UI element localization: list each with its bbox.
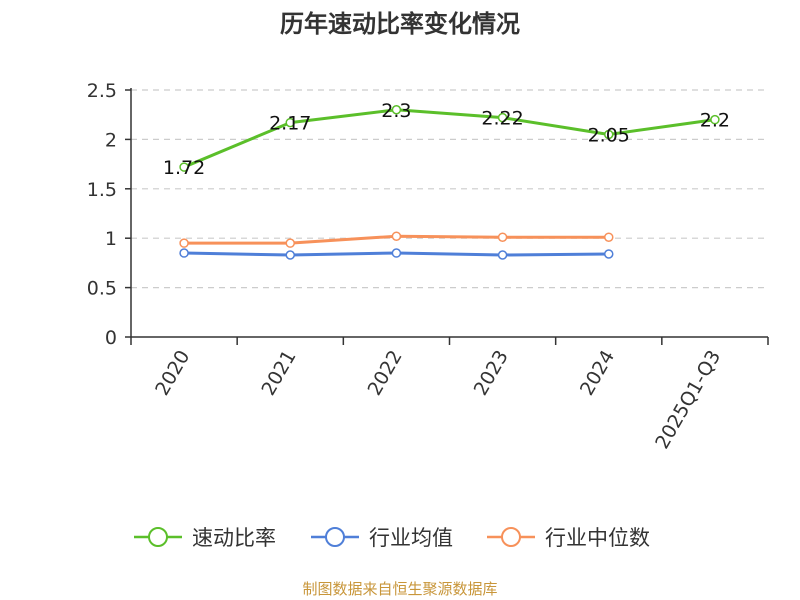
data-point <box>179 162 189 172</box>
data-point <box>391 105 402 115</box>
data-point <box>497 232 508 242</box>
chart-title: 历年速动比率变化情况 <box>280 10 520 38</box>
y-tick-label: 2 <box>105 129 117 151</box>
data-point <box>179 238 189 248</box>
legend[interactable]: 速动比率 行业均值 行业中位数 <box>134 526 650 550</box>
legend-swatch-marker <box>501 527 521 547</box>
legend-item[interactable]: 行业中位数 <box>487 526 650 550</box>
axes: 0 0.5 1 1.5 2 2.5 2020 2021 2022 2023 2024 2025Q1-Q… <box>87 80 769 453</box>
legend-swatch-marker <box>148 527 168 547</box>
data-point <box>391 248 402 258</box>
source-note: 制图数据来自恒生聚源数据库 <box>302 580 498 598</box>
data-label: 2.3 <box>381 100 411 122</box>
legend-swatch-marker <box>325 527 345 547</box>
legend-label: 行业中位数 <box>545 526 650 550</box>
legend-item[interactable]: 速动比率 <box>134 526 276 550</box>
data-point <box>497 250 508 260</box>
legend-label: 速动比率 <box>192 526 276 550</box>
x-tick-label: 2020 <box>151 347 194 400</box>
data-label: 2.2 <box>700 110 730 132</box>
y-tick-label: 1 <box>105 228 117 250</box>
data-point <box>285 238 295 248</box>
y-tick-label: 2.5 <box>87 80 117 102</box>
data-labels: 1.72 2.17 2.3 2.22 2.05 2.2 <box>163 100 730 179</box>
x-tick-label: 2023 <box>470 347 513 400</box>
x-tick-label: 2024 <box>576 347 619 400</box>
data-point <box>604 232 614 242</box>
series-lines <box>179 105 720 260</box>
data-point <box>179 248 189 258</box>
data-point <box>710 114 720 125</box>
data-point <box>497 112 508 123</box>
data-label: 2.17 <box>269 113 311 135</box>
y-tick-label: 0.5 <box>87 278 117 300</box>
data-point <box>391 231 402 241</box>
y-tick-label: 0 <box>105 327 117 349</box>
series-line-0 <box>183 108 716 169</box>
data-point <box>604 249 614 259</box>
data-point <box>604 129 614 140</box>
y-tick-label: 1.5 <box>87 179 117 201</box>
data-label: 2.05 <box>588 124 630 146</box>
data-label: 1.72 <box>163 157 205 179</box>
x-tick-label: 2021 <box>257 347 300 400</box>
data-point <box>285 117 295 128</box>
x-tick-label: 2022 <box>364 347 407 400</box>
legend-label: 行业均值 <box>369 526 453 550</box>
legend-item[interactable]: 行业均值 <box>311 526 453 550</box>
grid-lines <box>131 89 768 289</box>
data-point <box>285 250 295 260</box>
x-tick-label: 2025Q1-Q3 <box>651 347 725 453</box>
data-label: 2.22 <box>481 108 523 130</box>
